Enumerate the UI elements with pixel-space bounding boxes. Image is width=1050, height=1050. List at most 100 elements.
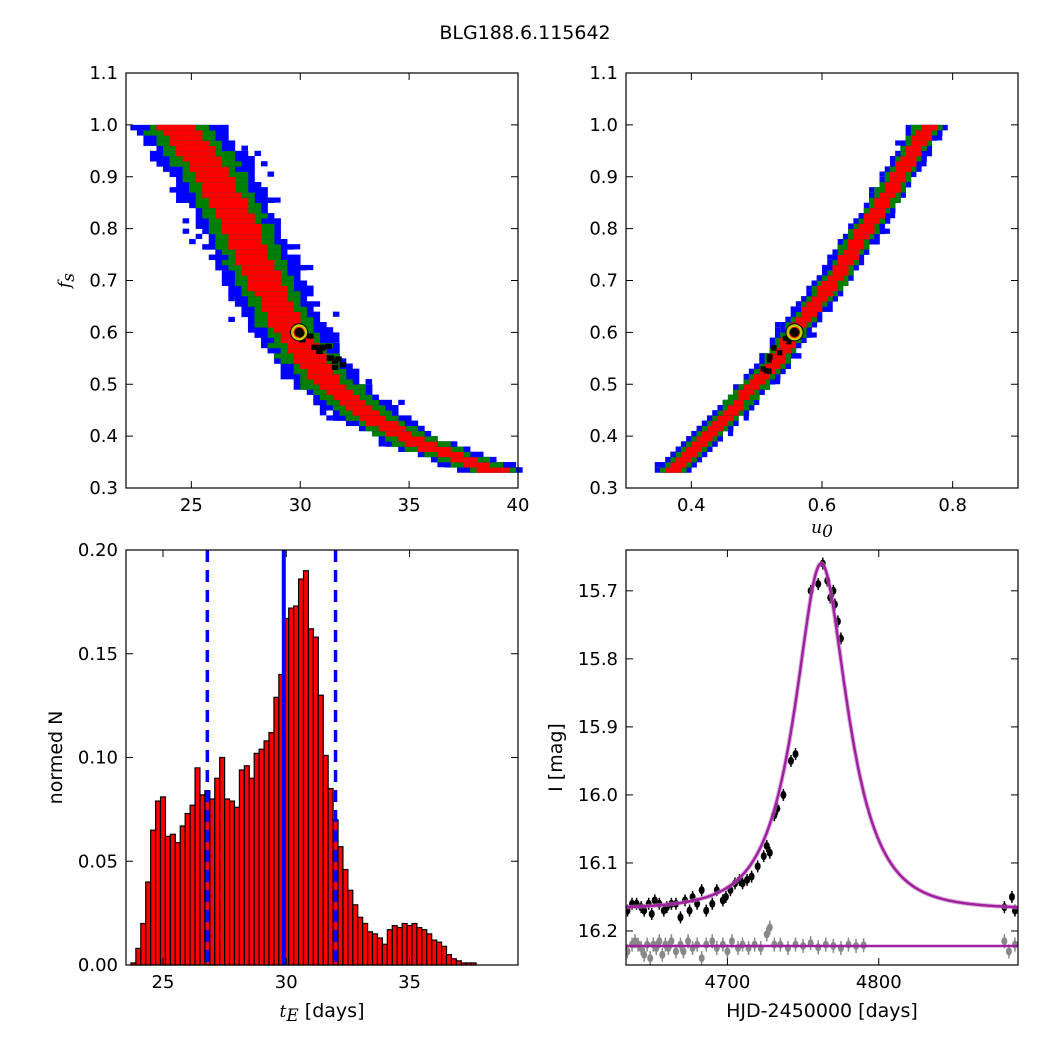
heatmap-cell (254, 187, 262, 193)
heatmap-cell (189, 176, 196, 183)
heatmap-cell (785, 316, 791, 322)
heatmap-cell (430, 456, 438, 463)
heatmap-cell (254, 270, 262, 276)
heatmap-cell (417, 451, 425, 458)
heatmap-cell (326, 358, 334, 364)
heatmap-cell (738, 405, 744, 411)
heatmap-cell (874, 207, 880, 214)
heatmap-cell (921, 156, 927, 162)
heatmap-cell (234, 239, 242, 245)
heatmap-cell (463, 451, 471, 458)
heatmap-cell (691, 456, 697, 463)
y-axis-label: fs (55, 273, 79, 290)
heatmap-cell (848, 254, 854, 261)
heatmap-cell (234, 197, 242, 203)
panel-fs-vs-te: 25 30 35 40 0.3 0.4 0.5 0.6 0.7 0.8 0.9 1.0 1.1 fs (55, 63, 529, 516)
heatmap-cell (942, 124, 948, 131)
heatmap-cell (319, 332, 327, 338)
observation-point (703, 906, 710, 915)
heatmap-cell (300, 379, 308, 385)
heatmap-cell (176, 171, 183, 178)
heatmap-cell (489, 456, 497, 463)
heatmap-cell (221, 275, 229, 281)
heatmap-cell (806, 301, 812, 307)
heatmap-cell (895, 176, 901, 183)
heatmap-cell (208, 161, 216, 167)
heatmap-cell (691, 446, 697, 452)
heatmap-cell (208, 145, 216, 152)
heatmap-cell (848, 249, 854, 255)
heatmap-cell (280, 342, 288, 349)
heatmap-cell (345, 368, 353, 375)
heatmap-cell (769, 373, 776, 380)
heatmap-cell (149, 124, 157, 131)
heatmap-cell (274, 327, 281, 333)
heatmap-cell (822, 296, 828, 302)
heatmap-cell (801, 337, 807, 344)
heatmap-cell (842, 254, 849, 261)
heatmap-cell (359, 394, 366, 401)
heatmap-cell (806, 306, 812, 312)
heatmap-cell (837, 285, 844, 292)
heatmap-cell (727, 410, 734, 416)
heatmap-cell (234, 207, 242, 214)
heatmap-cell (889, 171, 896, 178)
heatmap-cell (463, 462, 471, 468)
heatmap-cell (261, 259, 268, 266)
heatmap-cell (306, 347, 314, 354)
heatmap-cell (404, 430, 412, 437)
heatmap-cell (686, 436, 692, 442)
heatmap-cell (274, 218, 281, 224)
heatmap-cell (754, 384, 760, 390)
heatmap-cell (774, 337, 781, 344)
heatmap-cell (801, 311, 807, 318)
heatmap-cell (332, 389, 340, 395)
heatmap-cell (202, 218, 210, 224)
observation-point (815, 580, 822, 589)
y-tick-label: 0.5 (89, 374, 118, 395)
heatmap-cell (931, 124, 938, 131)
heatmap-cell (208, 171, 216, 178)
histogram-bar (337, 846, 344, 966)
heatmap-cell (921, 150, 927, 157)
heatmap-cell-best (767, 354, 773, 360)
heatmap-cell (261, 223, 268, 229)
heatmap-cell (733, 415, 739, 421)
heatmap-cell (156, 161, 164, 167)
heatmap-cell (280, 306, 288, 312)
heatmap-cell (391, 425, 399, 432)
heatmap-cell (345, 405, 353, 411)
heatmap-cell (476, 451, 484, 458)
heatmap-cell (254, 296, 262, 302)
heatmap-cell (921, 124, 927, 131)
heatmap-cell (182, 187, 190, 193)
heatmap-cell (280, 347, 288, 354)
heatmap-cell (202, 207, 210, 214)
heatmap-cell (280, 239, 288, 245)
heatmap-cell (267, 296, 275, 302)
heatmap-cell (234, 254, 242, 261)
heatmap-cell (261, 161, 268, 167)
heatmap-cell (515, 467, 523, 473)
heatmap-cell (404, 436, 412, 442)
residual-point (698, 954, 705, 963)
heatmap-cell (293, 363, 301, 369)
heatmap-cell (274, 301, 281, 307)
heatmap-cell (247, 228, 255, 235)
heatmap-cell (352, 405, 360, 411)
heatmap-cell (300, 342, 308, 349)
heatmap-cell (910, 140, 917, 146)
heatmap-cell (280, 249, 288, 255)
heatmap-cell (319, 322, 327, 328)
heatmap-cell (149, 156, 157, 162)
residual-point (709, 937, 716, 946)
heatmap-cell (234, 171, 242, 178)
observation-point (787, 756, 794, 765)
heatmap-cell (417, 436, 425, 442)
heatmap-cell (670, 456, 676, 463)
heatmap-cell (228, 145, 236, 152)
heatmap-cell (247, 181, 255, 188)
heatmap-cell (889, 181, 896, 188)
heatmap-cell (811, 332, 817, 338)
heatmap-cell (905, 176, 912, 183)
